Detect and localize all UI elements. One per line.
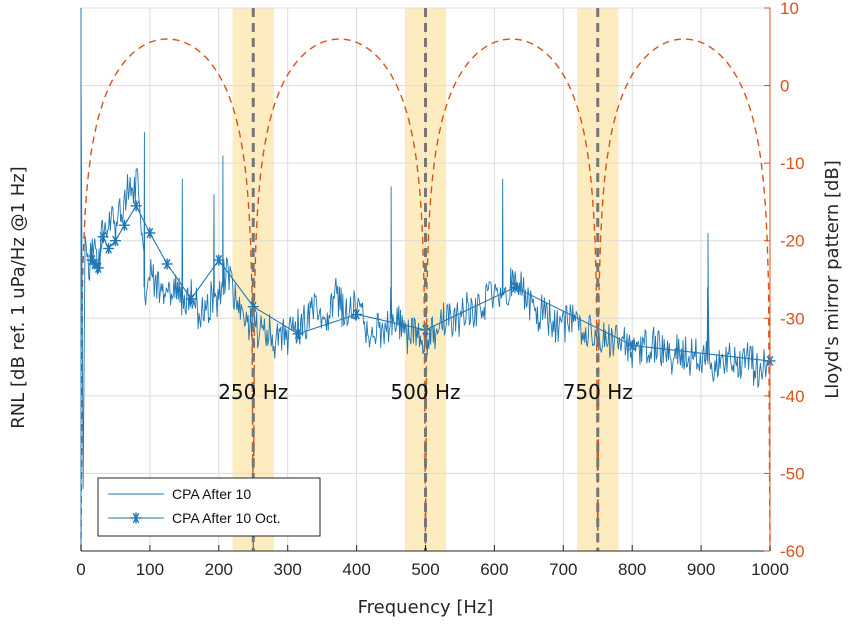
x-tick-label: 800 (618, 560, 646, 579)
octave-marker (213, 254, 225, 266)
octave-marker (185, 293, 197, 305)
y-axis-right-title: Lloyd's mirror pattern [dB] (822, 160, 843, 399)
legend-label-cpa-after-10: CPA After 10 (172, 486, 251, 502)
y-right-tick-label: -20 (780, 232, 805, 251)
x-tick-label: 0 (76, 560, 85, 579)
octave-marker (626, 339, 638, 351)
octave-marker (351, 308, 363, 320)
octave-marker (97, 231, 109, 243)
x-tick-label: 900 (687, 560, 715, 579)
legend-label-cpa-after-10-oct: CPA After 10 Oct. (172, 510, 281, 526)
octave-marker (130, 200, 142, 212)
y-right-tick-label: -10 (780, 154, 805, 173)
y-right-tick-label: 10 (780, 0, 799, 18)
axis-titles: Frequency [Hz] RNL [dB ref. 1 uPa/Hz @1 H… (8, 160, 843, 618)
x-tick-label: 300 (274, 560, 302, 579)
y-right-tick-label: 0 (780, 77, 789, 96)
octave-marker (144, 227, 156, 239)
annotations: 250 Hz 500 Hz 750 Hz (218, 380, 633, 404)
octave-marker (292, 328, 304, 340)
axes: 0 100 200 300 400 500 600 700 800 900 1000100-10-2… (76, 0, 804, 579)
y-right-tick-label: -60 (780, 542, 805, 561)
octave-marker (118, 219, 130, 231)
x-tick-label: 200 (205, 560, 233, 579)
octave-marker (103, 242, 115, 254)
x-tick-label: 600 (480, 560, 508, 579)
x-tick-label: 700 (549, 560, 577, 579)
series-cpa-after-10 (80, 70, 771, 489)
octave-marker (161, 258, 173, 270)
y-axis-left-title: RNL [dB ref. 1 uPa/Hz @1 Hz] (8, 166, 29, 428)
x-axis-title: Frequency [Hz] (358, 597, 494, 618)
octave-marker (92, 262, 104, 274)
y-right-tick-label: -50 (780, 464, 805, 483)
legend: CPA After 10 CPA After 10 Oct. (97, 477, 321, 537)
octave-marker (509, 281, 521, 293)
x-tick-label: 1000 (751, 560, 789, 579)
annotation-500hz: 500 Hz (390, 380, 460, 404)
annotation-250hz: 250 Hz (218, 380, 288, 404)
x-tick-label: 500 (411, 560, 439, 579)
x-tick-label: 100 (136, 560, 164, 579)
y-right-tick-label: -40 (780, 387, 805, 406)
x-tick-label: 400 (342, 560, 370, 579)
y-right-tick-label: -30 (780, 309, 805, 328)
legend-marker-asterisk (130, 512, 142, 524)
octave-marker (109, 235, 121, 247)
annotation-750hz: 750 Hz (563, 380, 633, 404)
legend-box (97, 477, 321, 537)
reference-lines (251, 8, 600, 551)
